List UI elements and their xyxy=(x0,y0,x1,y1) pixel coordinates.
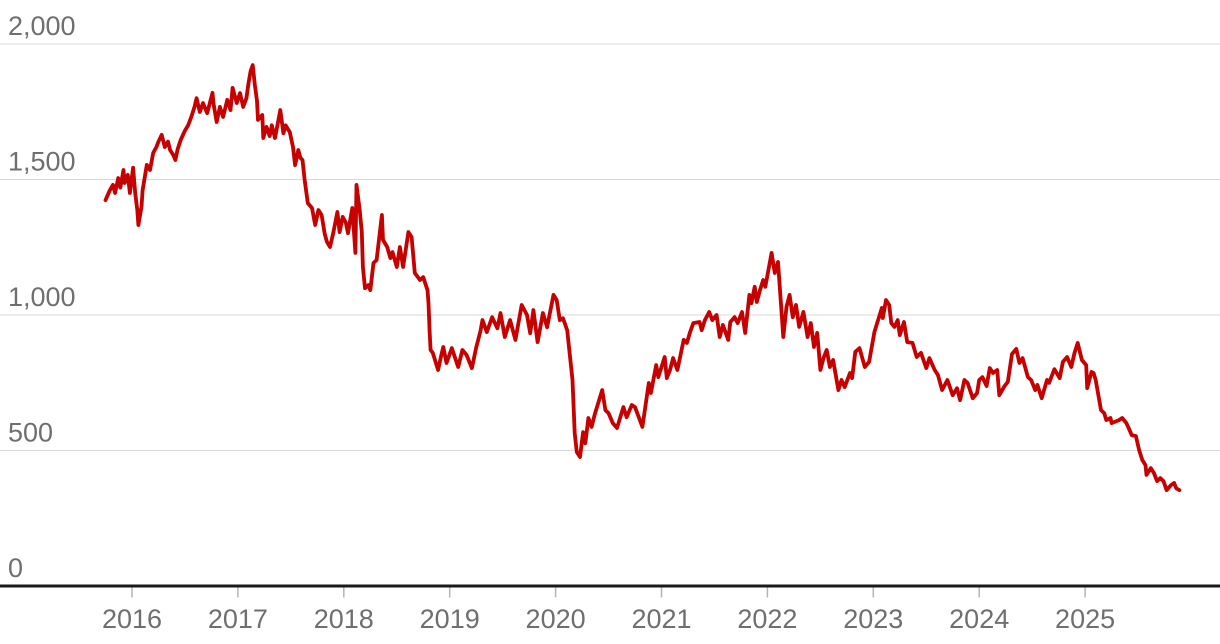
x-axis-label: 2018 xyxy=(314,604,374,634)
x-axis-label: 2022 xyxy=(737,604,797,634)
share-price-line xyxy=(103,63,1182,493)
x-axis-label: 2025 xyxy=(1055,604,1115,634)
y-axis-label: 2,000 xyxy=(8,11,76,41)
y-axis-label: 1,000 xyxy=(8,282,76,312)
x-axis-label: 2019 xyxy=(420,604,480,634)
x-axis-label: 2016 xyxy=(102,604,162,634)
x-axis-label: 2023 xyxy=(843,604,903,634)
x-axis-label: 2020 xyxy=(526,604,586,634)
x-axis-label: 2021 xyxy=(631,604,691,634)
x-axis-label: 2017 xyxy=(208,604,268,634)
x-axis-label: 2024 xyxy=(949,604,1009,634)
y-axis-label: 0 xyxy=(8,553,23,583)
y-axis-label: 1,500 xyxy=(8,147,76,177)
y-axis-label: 500 xyxy=(8,418,53,448)
